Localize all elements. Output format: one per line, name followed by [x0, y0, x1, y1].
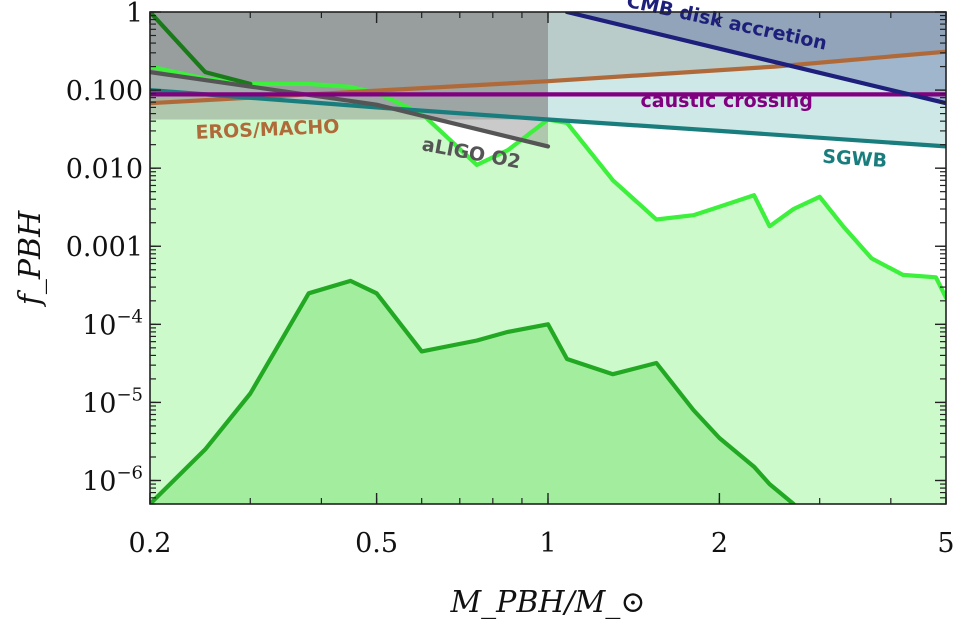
region-eros-macho: [150, 12, 946, 104]
series-line-sgwb: [150, 88, 946, 149]
series-line-cmb-disk-accretion: [564, 12, 946, 106]
series-line-bound-5: [150, 64, 946, 300]
x-axis-title: M_PBH/M_⊙: [449, 585, 645, 620]
x-tick-label: 5: [937, 528, 954, 559]
label-caustic-crossing: caustic crossing: [641, 90, 813, 112]
y-tick-label: 0.100: [66, 76, 143, 107]
label-sgwb: SGWB: [822, 146, 888, 172]
y-tick-label: 10−6: [82, 462, 143, 497]
x-tick-label: 2: [711, 528, 728, 559]
y-axis-title: f_PBH: [13, 210, 48, 307]
y-tick-label: 1: [126, 0, 143, 29]
region-dark-green: [150, 280, 794, 504]
series-line-bound-6: [150, 278, 796, 504]
series-line-bound-7: [150, 12, 253, 86]
x-tick-label: 0.2: [129, 528, 172, 559]
y-tick-label: 10−5: [82, 384, 143, 419]
y-tick-label: 10−4: [82, 306, 143, 341]
x-tick-label: 0.5: [355, 528, 398, 559]
x-tick-label: 1: [539, 528, 556, 559]
y-tick-label: 0.001: [66, 232, 143, 263]
y-tick-label: 0.010: [66, 154, 143, 185]
series-line-aligo-o2: [150, 70, 551, 149]
